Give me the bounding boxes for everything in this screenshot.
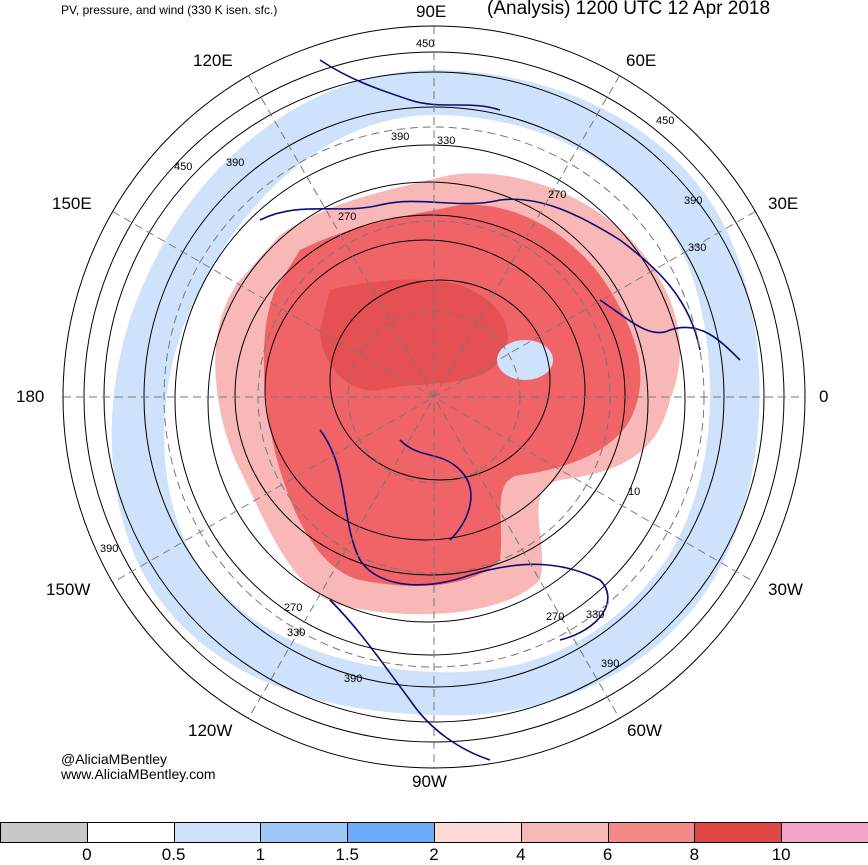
contour-label: 330 <box>437 135 455 147</box>
contour-label: 390 <box>100 543 118 555</box>
colorbar-tick-label: 10 <box>771 845 791 864</box>
contour-label: 390 <box>391 131 409 143</box>
parallel <box>257 220 611 574</box>
colorbar-tick-label: 6 <box>602 845 613 864</box>
height-contour <box>329 279 551 481</box>
colorbar <box>0 822 868 843</box>
colorbar-swatch <box>86 822 175 843</box>
contour-label: 390 <box>344 673 362 685</box>
lon-label-180: 180 <box>16 387 45 406</box>
pv-extreme-region <box>320 279 508 391</box>
lon-label-0: 0 <box>819 387 829 406</box>
colorbar-tick-label: 2 <box>429 845 439 864</box>
coastline <box>399 439 472 541</box>
colorbar-swatch <box>260 822 349 843</box>
contour-label: 390 <box>226 157 244 169</box>
lon-label-60e: 60E <box>626 51 657 70</box>
lon-label-30e: 30E <box>768 194 799 213</box>
colorbar-tick-label: 4 <box>516 845 526 864</box>
contour-label: 330 <box>287 627 305 639</box>
contour-label: 270 <box>548 189 566 201</box>
height-contour <box>207 181 649 623</box>
lon-label-90e: 90E <box>416 2 447 21</box>
colorbar-swatch <box>607 822 696 843</box>
lon-label-90w: 90W <box>412 772 447 791</box>
lon-label-120w: 120W <box>188 721 233 740</box>
colorbar-swatch <box>0 822 88 843</box>
parallel <box>163 126 705 668</box>
colorbar-swatch <box>520 822 609 843</box>
colorbar-swatch <box>694 822 783 843</box>
credit-site: www.AliciaMBentley.com <box>61 766 216 782</box>
colorbar-tick-label: 1.5 <box>335 845 360 864</box>
contour-label: 10 <box>628 486 640 498</box>
lon-label-150e: 150E <box>52 194 92 213</box>
coastline <box>599 299 741 361</box>
contour-label: 270 <box>284 602 302 614</box>
colorbar-tick-label: 0.5 <box>161 845 186 864</box>
height-contour <box>264 239 586 541</box>
contour-label: 330 <box>586 609 604 621</box>
lon-label-60w: 60W <box>627 721 662 740</box>
credit-handle: @AliciaMBentley <box>61 751 168 767</box>
colorbar-swatch <box>347 822 435 843</box>
coastline <box>329 599 491 761</box>
contour-label: 270 <box>546 611 564 623</box>
colorbar-tick-label: 1 <box>255 845 266 864</box>
parallel <box>347 310 521 484</box>
contour-label: 330 <box>688 242 706 254</box>
contour-label: 450 <box>656 115 674 127</box>
subtitle: PV, pressure, and wind (330 K isen. sfc.… <box>61 3 278 17</box>
lon-label-150w: 150W <box>46 580 91 599</box>
colorbar-tick-label: 0 <box>82 845 92 864</box>
colorbar-swatch <box>781 822 868 843</box>
contour-label: 270 <box>338 211 356 223</box>
coastline <box>319 429 609 641</box>
colorbar-swatch <box>173 822 262 843</box>
colorbar-tick-label: 8 <box>689 845 700 864</box>
pv-low-bubble <box>497 340 553 380</box>
title: (Analysis) 1200 UTC 12 Apr 2018 <box>487 0 771 19</box>
lon-label-120e: 120E <box>193 51 233 70</box>
lon-label-30w: 30W <box>768 580 803 599</box>
coastline <box>259 198 701 351</box>
coastline <box>319 59 501 111</box>
height-contour <box>234 214 626 576</box>
colorbar-swatch <box>434 822 522 843</box>
contour-label: 450 <box>174 161 192 173</box>
contour-label: 450 <box>416 38 434 50</box>
meridian <box>112 211 756 583</box>
height-contour <box>174 144 686 656</box>
contour-label: 390 <box>601 658 619 670</box>
map-border <box>62 25 806 769</box>
contour-label: 390 <box>684 195 702 207</box>
